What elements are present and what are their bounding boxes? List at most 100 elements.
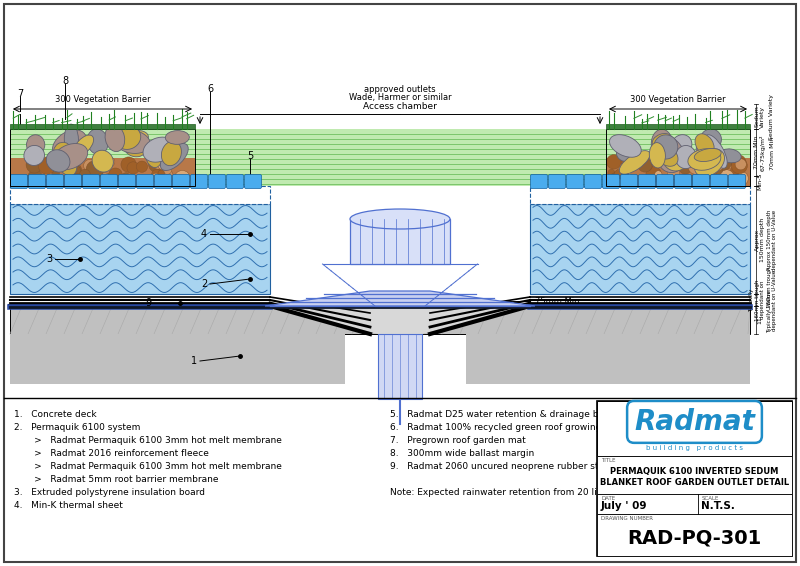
FancyBboxPatch shape xyxy=(566,174,583,188)
Circle shape xyxy=(724,174,734,185)
FancyBboxPatch shape xyxy=(530,174,547,188)
FancyBboxPatch shape xyxy=(29,174,46,188)
Circle shape xyxy=(121,157,136,172)
Ellipse shape xyxy=(694,148,721,161)
Bar xyxy=(597,456,792,494)
Ellipse shape xyxy=(616,143,638,162)
Ellipse shape xyxy=(54,142,72,161)
Circle shape xyxy=(27,170,42,186)
Text: TITLE: TITLE xyxy=(601,458,615,463)
Circle shape xyxy=(731,158,747,174)
Circle shape xyxy=(622,170,629,177)
Circle shape xyxy=(606,155,621,169)
Circle shape xyxy=(731,155,746,170)
Text: Radmat: Radmat xyxy=(634,408,755,436)
Polygon shape xyxy=(270,306,530,334)
Bar xyxy=(10,306,750,334)
Ellipse shape xyxy=(700,129,722,150)
Text: approved outlets: approved outlets xyxy=(364,85,436,94)
Circle shape xyxy=(613,172,622,182)
Bar xyxy=(606,124,750,129)
Text: PERMAQUIK 6100 INVERTED SEDUM
BLANKET ROOF GARDEN OUTLET DETAIL: PERMAQUIK 6100 INVERTED SEDUM BLANKET RO… xyxy=(600,468,789,487)
Ellipse shape xyxy=(64,124,78,155)
Circle shape xyxy=(154,165,171,182)
FancyBboxPatch shape xyxy=(101,174,118,188)
Text: 3: 3 xyxy=(46,254,52,264)
Circle shape xyxy=(667,167,680,179)
Ellipse shape xyxy=(145,142,162,168)
FancyBboxPatch shape xyxy=(674,174,691,188)
Text: b u i l d i n g   p r o d u c t s: b u i l d i n g p r o d u c t s xyxy=(646,445,743,451)
Circle shape xyxy=(686,175,697,185)
Text: 1: 1 xyxy=(191,356,197,366)
FancyBboxPatch shape xyxy=(190,174,207,188)
Circle shape xyxy=(688,157,706,175)
Text: RAD-PQ-301: RAD-PQ-301 xyxy=(627,529,762,548)
Bar xyxy=(597,494,792,514)
Circle shape xyxy=(151,173,160,182)
Ellipse shape xyxy=(688,149,721,170)
Ellipse shape xyxy=(160,143,188,170)
Circle shape xyxy=(44,171,54,181)
Circle shape xyxy=(707,176,718,187)
Bar xyxy=(10,158,195,186)
Text: 5.   Radmat D25 water retention & drainage board, G12 filter membrane: 5. Radmat D25 water retention & drainage… xyxy=(390,410,720,419)
Text: 11: 11 xyxy=(758,316,762,324)
Bar xyxy=(597,401,792,556)
FancyBboxPatch shape xyxy=(65,174,82,188)
FancyBboxPatch shape xyxy=(710,174,727,188)
Text: 70mm Min: 70mm Min xyxy=(770,136,774,170)
FancyBboxPatch shape xyxy=(226,174,243,188)
Circle shape xyxy=(667,156,678,167)
Circle shape xyxy=(646,166,662,182)
Circle shape xyxy=(83,160,96,172)
FancyBboxPatch shape xyxy=(137,174,154,188)
Circle shape xyxy=(620,175,634,189)
Circle shape xyxy=(654,171,662,178)
FancyBboxPatch shape xyxy=(549,174,566,188)
Bar xyxy=(10,129,195,186)
Ellipse shape xyxy=(53,144,88,170)
Ellipse shape xyxy=(114,130,150,153)
Bar xyxy=(10,334,345,384)
Circle shape xyxy=(136,161,147,172)
Circle shape xyxy=(712,170,728,186)
Text: Access chamber: Access chamber xyxy=(363,102,437,111)
Ellipse shape xyxy=(658,148,684,173)
Circle shape xyxy=(616,179,623,186)
FancyBboxPatch shape xyxy=(729,174,746,188)
Text: Approx 150mm depth
dependant on U-Value: Approx 150mm depth dependant on U-Value xyxy=(766,209,778,271)
Circle shape xyxy=(679,162,691,174)
Ellipse shape xyxy=(105,125,125,152)
Text: Wade, Harmer or similar: Wade, Harmer or similar xyxy=(349,93,451,102)
Ellipse shape xyxy=(705,135,727,168)
Text: SCALE: SCALE xyxy=(702,496,718,501)
Text: 300 Vegetation Barrier: 300 Vegetation Barrier xyxy=(54,95,150,104)
Bar xyxy=(606,129,750,186)
Ellipse shape xyxy=(694,149,725,177)
Circle shape xyxy=(716,155,732,170)
Ellipse shape xyxy=(166,131,190,144)
Ellipse shape xyxy=(654,135,678,159)
FancyBboxPatch shape xyxy=(154,174,171,188)
Text: 1.   Concrete deck: 1. Concrete deck xyxy=(14,410,97,419)
Text: >   Radmat Permaquik 6100 3mm hot melt membrane: > Radmat Permaquik 6100 3mm hot melt mem… xyxy=(14,436,282,445)
Circle shape xyxy=(708,160,723,175)
Circle shape xyxy=(37,175,46,185)
Circle shape xyxy=(69,174,80,186)
Circle shape xyxy=(52,169,59,177)
Ellipse shape xyxy=(610,135,642,157)
Ellipse shape xyxy=(663,149,688,171)
Circle shape xyxy=(70,164,78,172)
Circle shape xyxy=(86,161,104,178)
Bar xyxy=(597,514,792,556)
Text: DRAWING NUMBER: DRAWING NUMBER xyxy=(601,516,653,521)
FancyBboxPatch shape xyxy=(209,174,226,188)
Ellipse shape xyxy=(26,135,45,155)
Ellipse shape xyxy=(650,143,666,168)
Ellipse shape xyxy=(116,127,141,149)
Ellipse shape xyxy=(659,134,684,157)
Circle shape xyxy=(70,174,84,188)
Text: N.T.S.: N.T.S. xyxy=(702,501,735,511)
Ellipse shape xyxy=(619,151,650,174)
